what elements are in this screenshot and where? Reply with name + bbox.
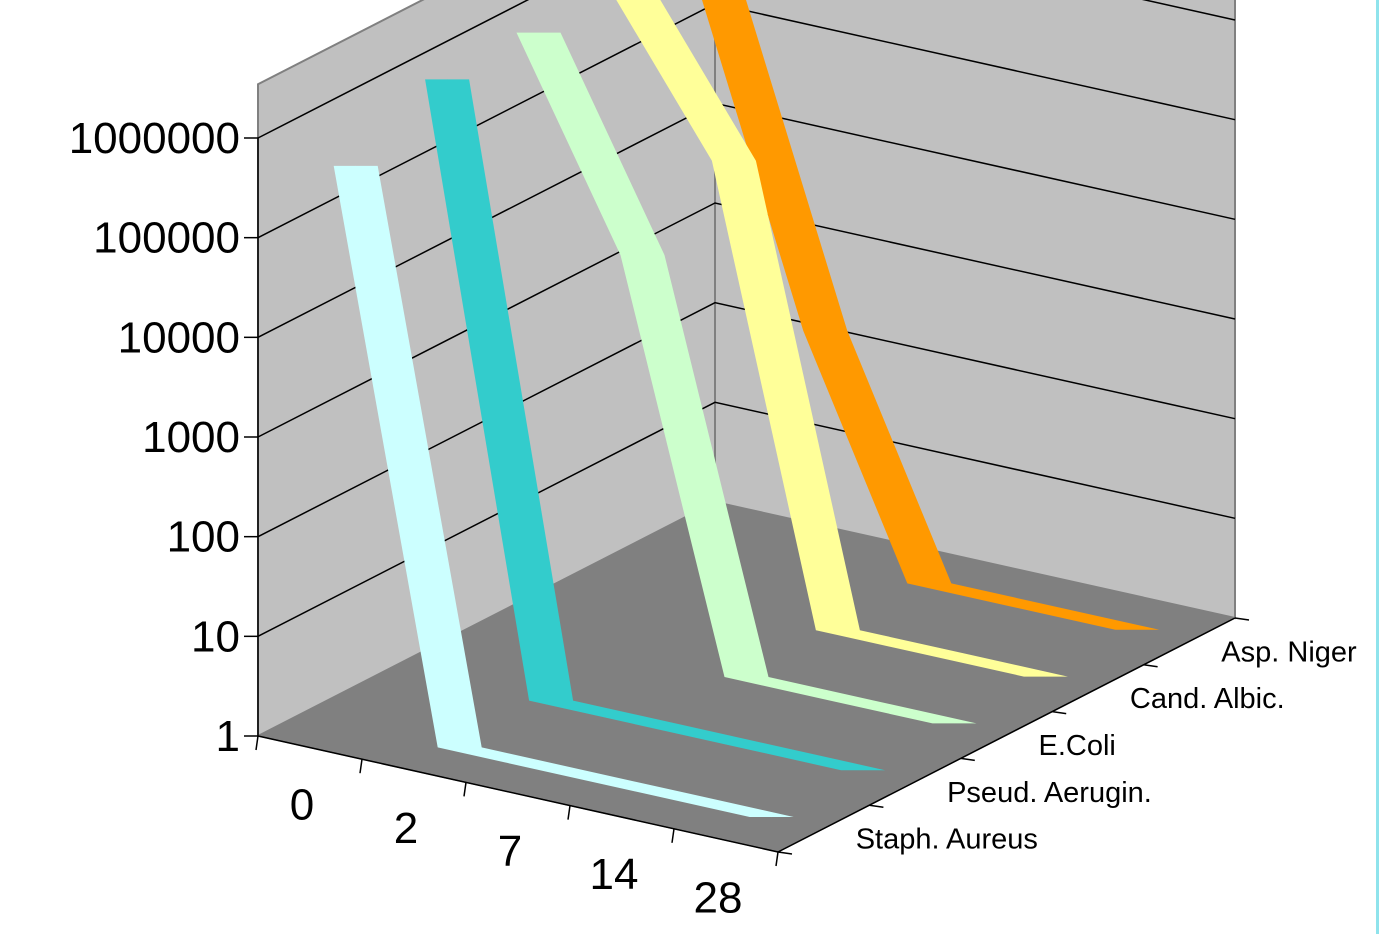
chart-labels: 1 10 100 1000 10000 100000 1000000 0 2 7 14 28 Staph…	[69, 114, 1357, 922]
z-tick-mark	[869, 804, 884, 808]
y-tick-label: 100	[167, 513, 240, 562]
series-ribbon-e-coli	[516, 32, 977, 724]
x-tick-label: 7	[498, 827, 522, 876]
y-tick-label: 1	[216, 712, 240, 761]
x-tick-label: 0	[290, 781, 314, 830]
x-tick-mark	[775, 851, 779, 867]
x-tick-mark	[671, 828, 675, 843]
x-tick-mark	[567, 805, 571, 820]
z-axis-line	[777, 617, 1236, 853]
series-label: Staph. Aureus	[856, 824, 1038, 856]
z-tick-mark	[1052, 710, 1067, 715]
x-tick-mark	[255, 735, 259, 751]
z-tick-mark	[1143, 664, 1158, 668]
y-tick-label: 100000	[93, 214, 240, 263]
chart-back-wall	[714, 0, 1236, 620]
x-tick-label: 14	[590, 850, 639, 899]
gridline	[257, 0, 1236, 139]
series-label: Pseud. Aerugin.	[947, 777, 1152, 809]
x-tick-label: 28	[694, 873, 743, 922]
chart-ribbons	[333, 0, 1160, 818]
z-tick-mark	[777, 851, 793, 855]
y-tick-label: 1000000	[69, 114, 240, 163]
y-tick-label: 10	[191, 612, 240, 661]
y-tick-label: 10000	[118, 313, 240, 362]
x-tick-label: 2	[394, 804, 418, 853]
series-ribbon-asp-niger	[702, 0, 1160, 630]
x-tick-mark	[463, 782, 467, 797]
x-axis-line	[257, 735, 779, 853]
chart-axes	[244, 137, 1250, 867]
z-tick-mark	[1234, 617, 1250, 621]
z-tick-mark	[960, 757, 975, 762]
series-ribbon-pseud-aerugin	[425, 79, 886, 771]
series-ribbon-cand-albic	[616, 0, 1068, 677]
series-label: E.Coli	[1039, 730, 1116, 762]
series-ribbon-staph-aureus	[333, 165, 794, 817]
y-tick-label: 1000	[142, 413, 240, 462]
series-label: Cand. Albic.	[1130, 683, 1285, 715]
series-label: Asp. Niger	[1221, 636, 1357, 668]
x-tick-mark	[359, 759, 363, 774]
right-edge-line	[1376, 0, 1379, 934]
